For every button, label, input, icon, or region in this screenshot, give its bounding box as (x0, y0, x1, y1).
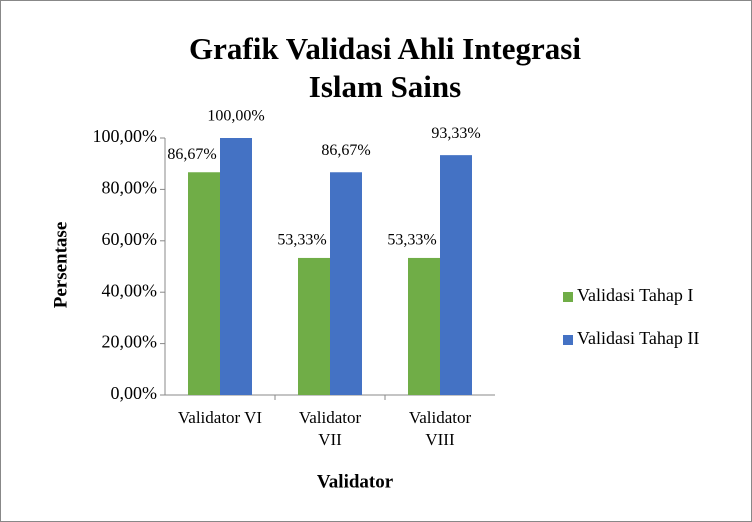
x-tick-label: Validator VIII (408, 408, 472, 449)
data-label: 53,33% (387, 232, 436, 249)
data-label: 86,67% (321, 142, 370, 159)
legend-label: Validasi Tahap I (577, 285, 693, 305)
legend-swatch (563, 335, 573, 345)
legend-swatch (563, 292, 573, 302)
bar (188, 172, 220, 395)
y-axis-label: Persentase (50, 222, 71, 309)
legend-label: Validasi Tahap II (577, 328, 699, 348)
x-tick-label: Validator VII (298, 408, 362, 449)
data-label: 93,33% (431, 125, 480, 142)
x-tick-label: Validator VI (177, 408, 263, 427)
chart-title: Grafik Validasi Ahli Integrasi Islam Sai… (189, 31, 581, 104)
bar (330, 172, 362, 395)
bar (298, 257, 330, 395)
y-tick-label: 100,00% (93, 126, 158, 146)
data-label: 100,00% (207, 108, 264, 125)
data-label: 53,33% (277, 232, 326, 249)
data-label: 86,67% (167, 146, 216, 163)
y-tick-label: 80,00% (102, 178, 158, 198)
bar (220, 138, 252, 395)
x-axis-label: Validator (317, 471, 394, 492)
y-tick-label: 0,00% (111, 383, 158, 403)
y-tick-label: 20,00% (102, 332, 158, 352)
y-tick-label: 40,00% (102, 280, 158, 300)
bar (408, 257, 440, 395)
y-tick-label: 60,00% (102, 229, 158, 249)
bar (440, 155, 472, 395)
